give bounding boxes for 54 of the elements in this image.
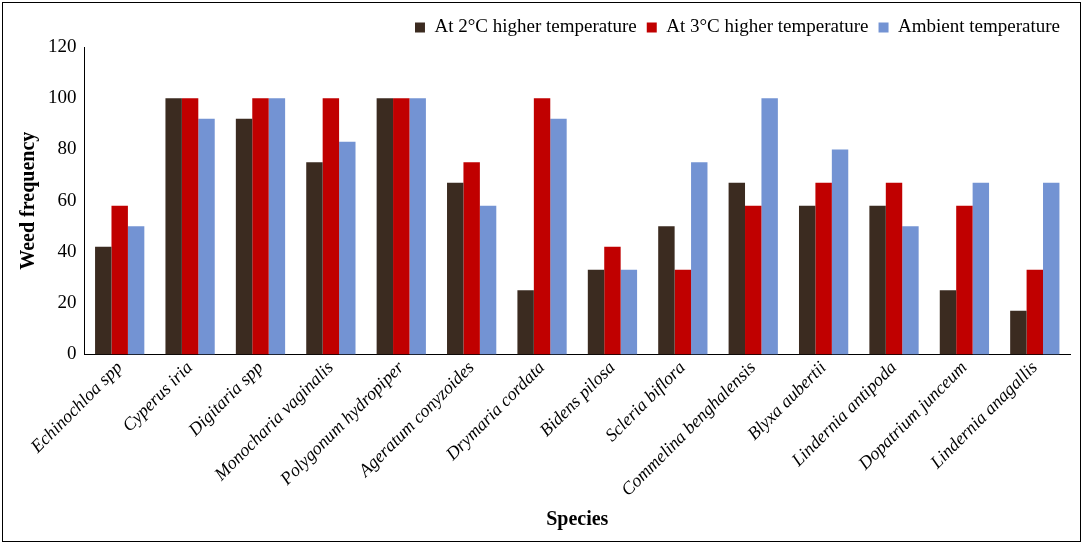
bar bbox=[728, 182, 746, 355]
bar bbox=[691, 162, 708, 355]
bar bbox=[869, 205, 886, 355]
x-axis-title: Species bbox=[546, 507, 609, 531]
y-tick-label: 100 bbox=[48, 86, 77, 108]
bar bbox=[604, 246, 621, 355]
y-tick-label: 40 bbox=[57, 239, 77, 261]
bar bbox=[972, 182, 990, 355]
bar bbox=[479, 205, 497, 355]
bar bbox=[322, 98, 340, 355]
bar bbox=[831, 149, 849, 355]
bar bbox=[127, 226, 145, 355]
bar bbox=[1043, 182, 1060, 355]
bar bbox=[268, 98, 286, 355]
legend-label: At 2°C higher temperature bbox=[434, 15, 637, 37]
bar bbox=[517, 290, 534, 355]
bar bbox=[463, 162, 480, 355]
bar bbox=[815, 182, 832, 355]
bar bbox=[165, 98, 182, 355]
bar bbox=[550, 118, 567, 355]
bar bbox=[306, 162, 323, 355]
bar bbox=[798, 205, 816, 355]
y-axis-title: Weed frequency bbox=[16, 131, 40, 270]
bar bbox=[939, 290, 957, 355]
bar bbox=[902, 226, 919, 355]
bar bbox=[376, 98, 394, 355]
y-tick-label: 0 bbox=[67, 342, 77, 364]
bar bbox=[658, 226, 675, 355]
y-tick-label: 80 bbox=[57, 137, 77, 159]
bar bbox=[409, 98, 426, 355]
bar bbox=[252, 98, 269, 355]
bar bbox=[181, 98, 199, 355]
bar bbox=[235, 118, 253, 355]
bar bbox=[956, 205, 973, 355]
bar bbox=[587, 269, 605, 355]
bar bbox=[447, 182, 464, 355]
bar bbox=[339, 141, 356, 355]
bar bbox=[674, 269, 692, 355]
bar bbox=[885, 182, 903, 355]
bar bbox=[745, 205, 762, 355]
bar bbox=[393, 98, 410, 355]
bar bbox=[198, 118, 215, 355]
bar bbox=[1026, 269, 1044, 355]
bar bbox=[1010, 310, 1027, 355]
bar bbox=[761, 98, 778, 355]
y-tick-label: 120 bbox=[48, 34, 77, 56]
legend-label: At 3°C higher temperature bbox=[666, 15, 869, 37]
y-tick-label: 20 bbox=[57, 291, 77, 313]
bar bbox=[111, 205, 128, 355]
legend-label: Ambient temperature bbox=[898, 15, 1060, 37]
y-tick-label: 60 bbox=[57, 188, 77, 210]
bar bbox=[620, 269, 638, 355]
bar bbox=[95, 246, 112, 355]
bar bbox=[533, 98, 551, 355]
